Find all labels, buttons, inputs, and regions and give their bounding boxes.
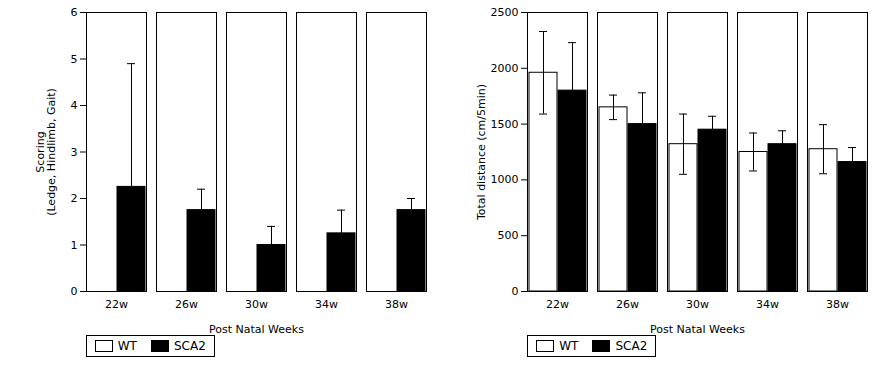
svg-text:5: 5 [70, 53, 77, 66]
svg-text:Post Natal Weeks: Post Natal Weeks [650, 323, 745, 336]
html-text:WT: WT [559, 339, 579, 353]
svg-text:34w: 34w [756, 298, 779, 311]
svg-text:1: 1 [70, 239, 77, 252]
html-text:SCA2: SCA2 [174, 339, 206, 353]
svg-text:Total distance (cm/5min): Total distance (cm/5min) [476, 84, 489, 221]
svg-text:38w: 38w [385, 298, 408, 311]
svg-text:4: 4 [70, 99, 77, 112]
svg-text:34w: 34w [315, 298, 338, 311]
svg-text:30w: 30w [686, 298, 709, 311]
html-text:WT: WT [117, 339, 137, 353]
svg-text:6: 6 [70, 6, 77, 19]
svg-text:22w: 22w [105, 298, 128, 311]
svg-text:0: 0 [512, 285, 519, 298]
svg-text:1000: 1000 [491, 173, 519, 186]
svg-text:Scoring(Ledge, Hindlimb, Gait): Scoring(Ledge, Hindlimb, Gait) [34, 88, 58, 216]
svg-text:2000: 2000 [491, 62, 519, 75]
svg-text:3: 3 [70, 146, 77, 159]
svg-text:2: 2 [70, 192, 77, 205]
svg-text:Post Natal Weeks: Post Natal Weeks [209, 323, 304, 336]
svg-text:22w: 22w [546, 298, 569, 311]
svg-text:0: 0 [70, 285, 77, 298]
html-text:SCA2: SCA2 [615, 339, 648, 353]
svg-text:26w: 26w [616, 298, 639, 311]
svg-text:38w: 38w [826, 298, 849, 311]
svg-text:1500: 1500 [491, 118, 519, 131]
svg-text:30w: 30w [245, 298, 268, 311]
svg-text:2500: 2500 [491, 6, 519, 19]
svg-text:26w: 26w [175, 298, 198, 311]
svg-text:500: 500 [498, 229, 519, 242]
